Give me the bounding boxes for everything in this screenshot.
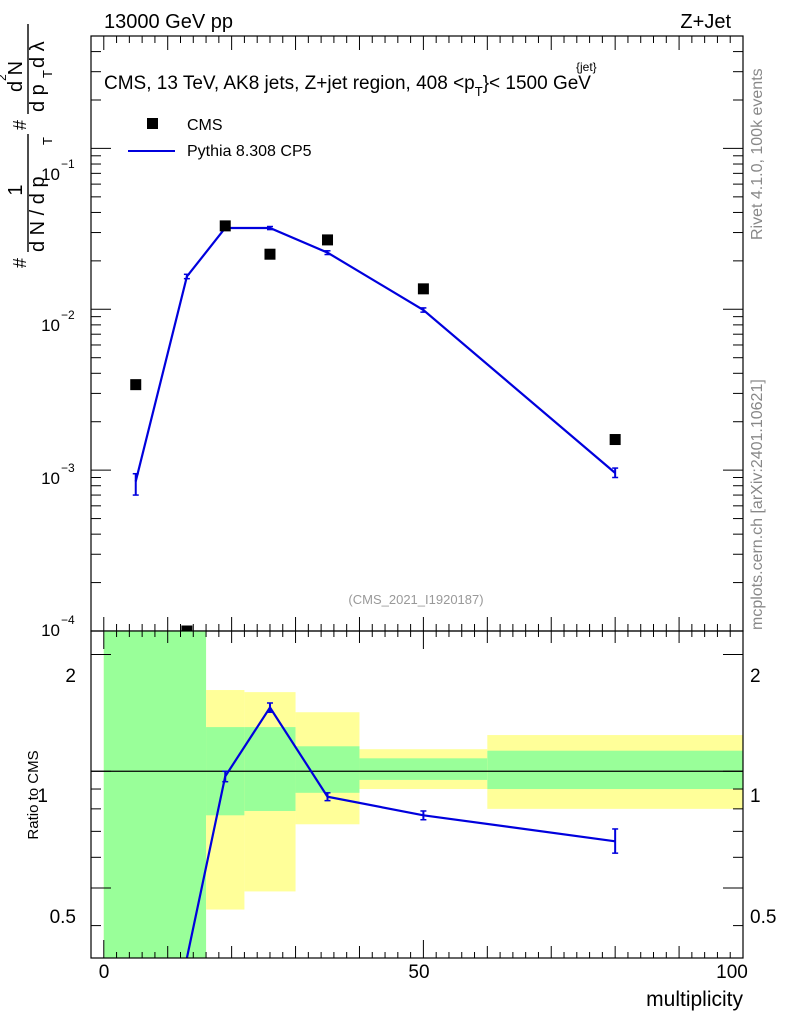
y-label-frac2-den: d p	[27, 84, 49, 112]
cms-point-4	[322, 234, 334, 246]
x-tick-label-0: 0	[99, 962, 110, 983]
pythia-line	[134, 226, 616, 482]
cms-point-0	[130, 379, 142, 391]
y-tick-exp: −1	[61, 157, 75, 171]
y-tick-label-1e-3: 10 −3	[41, 461, 75, 488]
lower-data-layer	[91, 631, 743, 959]
uncertainty-band-green-2	[244, 727, 296, 811]
y-tick-exp: −2	[61, 308, 75, 322]
upper-data-layer	[130, 220, 621, 637]
title-sup: {jet}	[576, 60, 597, 74]
y-tick-exp: −3	[61, 461, 75, 475]
x-tick-label-100: 100	[716, 962, 748, 983]
y-label-hash: #	[10, 258, 30, 268]
rivet-label: Rivet 4.1.0, 100k events	[749, 68, 766, 240]
cms-point-2	[219, 220, 231, 232]
ratio-y-tick-label-2-right: 2	[750, 666, 761, 687]
legend-cms-label: CMS	[187, 117, 223, 134]
y-label-frac2-den-sub: T	[40, 70, 55, 78]
lower-ticks	[91, 631, 744, 958]
uncertainty-band-green-0	[103, 631, 207, 958]
y-tick-base: 10	[41, 469, 60, 488]
ratio-y-tick-label-1-right: 1	[750, 786, 761, 807]
ratio-y-axis-label: Ratio to CMS	[25, 750, 42, 839]
legend-cms-marker	[147, 118, 158, 129]
header-right: Z+Jet	[680, 11, 731, 33]
title-main: CMS, 13 TeV, AK8 jets, Z+jet region, 408…	[104, 73, 475, 94]
source-label: (CMS_2021_I1920187)	[348, 592, 483, 607]
chart-title: CMS, 13 TeV, AK8 jets, Z+jet region, 408…	[104, 60, 597, 99]
y-label-frac1-den-sub: T	[40, 137, 55, 145]
ratio-y-tick-label-0.5-right: 0.5	[750, 907, 776, 928]
y-tick-base: 10	[41, 316, 60, 335]
cms-point-3	[264, 248, 276, 260]
y-tick-label-1e-4: 10 −4	[41, 613, 75, 640]
y-label-frac1-num: 1	[5, 184, 27, 195]
mcplots-label: mcplots.cern.ch [arXiv:2401.10621]	[749, 379, 766, 630]
y-tick-label-1e-1: 10 −1	[41, 157, 75, 184]
x-axis-label: multiplicity	[646, 988, 743, 1011]
ratio-panel: 2 1 0.5 2 1 0.5 Ratio to CMS 0 50 100 mu…	[25, 630, 776, 1011]
legend-pythia-label: Pythia 8.308 CP5	[187, 143, 312, 160]
y-tick-exp: −4	[61, 613, 75, 627]
header-left: 13000 GeV pp	[104, 11, 233, 33]
title-end: }< 1500 GeV	[483, 73, 592, 94]
y-axis-label: # 1 d N / d p T # 2 d N d p T d λ	[0, 24, 55, 268]
svg-text:CMS, 13 TeV, AK8 jets, Z+jet r: CMS, 13 TeV, AK8 jets, Z+jet region, 408…	[104, 73, 591, 99]
x-tick-label-50: 50	[408, 962, 429, 983]
y-tick-label-1e-2: 10 −2	[41, 308, 75, 335]
ratio-panel-frame	[90, 630, 744, 959]
ratio-pythia-line	[185, 705, 616, 959]
y-label-frac2-den-end: d λ	[27, 41, 49, 68]
ratio-y-tick-label-0.5: 0.5	[50, 907, 76, 928]
cms-point-6	[609, 434, 621, 446]
y-label-frac2-num: d N	[5, 61, 27, 92]
uncertainty-band-green-5	[487, 750, 743, 790]
ratio-y-tick-label-1: 1	[37, 786, 48, 807]
y-tick-base: 10	[41, 621, 60, 640]
y-label-frac2-num-sup: 2	[0, 74, 9, 81]
y-tick-base: 10	[41, 165, 60, 184]
uncertainty-band-green-3	[295, 746, 360, 793]
main-panel: 10 −1 10 −2 10 −3 10 −4 CMS, 13 TeV, AK8…	[41, 35, 744, 640]
legend: CMS Pythia 8.308 CP5	[128, 117, 312, 160]
y-label-frac1-den: d N / d p	[27, 176, 49, 252]
title-sub: T	[475, 84, 483, 99]
uncertainty-band-green-4	[359, 758, 488, 780]
cms-point-5	[417, 283, 429, 295]
ratio-y-tick-label-2: 2	[65, 666, 76, 687]
y-label-hash-2: #	[10, 120, 30, 130]
